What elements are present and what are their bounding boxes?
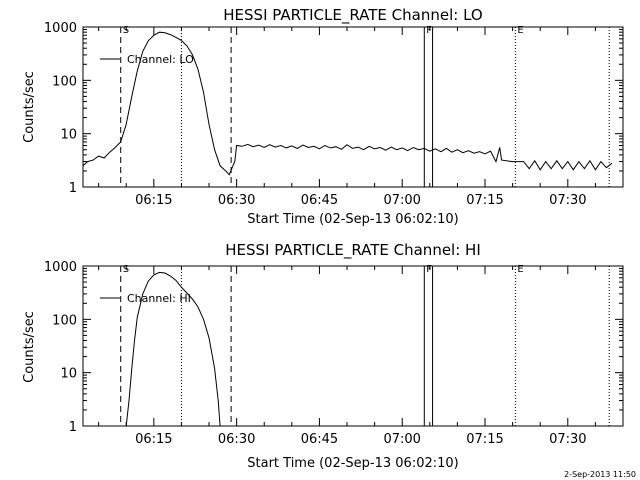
lo-legend-label: Channel: LO [127, 53, 194, 66]
lo-y-tick-label-0: 1 [69, 181, 77, 196]
hi-axis-ticks: 1 10 100 1000 06:15 06:30 06:45 07:00 07:15 07:30 [44, 260, 624, 447]
hi-plot-frame [82, 265, 624, 427]
lo-axis-ticks: 1 10 100 1000 06:15 06:30 06:45 07:00 07:15 07:30 [44, 21, 624, 208]
hi-y-tick-label-3: 1000 [44, 260, 77, 275]
hi-y-tick-label-2: 100 [52, 313, 77, 328]
lo-y-tick-label-2: 100 [52, 74, 77, 89]
hi-chart-title: HESSI PARTICLE_RATE Channel: HI [225, 241, 481, 260]
hi-x-tick-label-3: 07:00 [383, 432, 420, 447]
lo-x-axis-label: Start Time (02-Sep-13 06:02:10) [247, 212, 458, 227]
lo-x-tick-label-5: 07:30 [549, 193, 586, 208]
hi-marker-label-e: E [517, 264, 523, 275]
lo-y-tick-label-3: 1000 [44, 21, 77, 36]
lo-y-axis-label: Counts/sec [22, 71, 37, 143]
hi-y-tick-label-0: 1 [69, 420, 77, 435]
lo-series [82, 31, 613, 176]
hi-x-tick-label-2: 06:45 [301, 432, 338, 447]
hi-legend-label: Channel: HI [127, 292, 191, 305]
lo-series-line-0 [82, 31, 613, 176]
lo-y-tick-label-1: 10 [60, 128, 77, 143]
hi-marker-label-f: F [426, 264, 432, 275]
hi-series [125, 271, 221, 427]
lo-chart-title: HESSI PARTICLE_RATE Channel: LO [223, 6, 482, 25]
lo-marker-label-f: F [426, 25, 432, 36]
lo-marker-label-e: E [517, 25, 523, 36]
footer-timestamp: 2-Sep-2013 11:50 [564, 470, 636, 479]
hi-y-axis-label: Counts/sec [22, 311, 37, 383]
lo-x-tick-label-2: 06:45 [301, 193, 338, 208]
hi-event-markers: SFE [120, 264, 610, 426]
hi-y-tick-label-1: 10 [60, 367, 77, 382]
lo-x-tick-label-0: 06:15 [135, 193, 172, 208]
lo-x-tick-label-3: 07:00 [383, 193, 420, 208]
lo-x-tick-label-1: 06:30 [218, 193, 255, 208]
hi-x-axis-label: Start Time (02-Sep-13 06:02:10) [247, 456, 458, 471]
hi-x-tick-label-1: 06:30 [218, 432, 255, 447]
hi-x-tick-label-5: 07:30 [549, 432, 586, 447]
hi-x-tick-label-4: 07:15 [466, 432, 503, 447]
hi-channel-panel: HESSI PARTICLE_RATE Channel: HI Counts/s… [22, 241, 624, 471]
lo-x-tick-label-4: 07:15 [466, 193, 503, 208]
lo-channel-panel: HESSI PARTICLE_RATE Channel: LO Counts/s… [22, 6, 624, 227]
hi-x-tick-label-0: 06:15 [135, 432, 172, 447]
lo-plot-frame [82, 26, 624, 188]
hi-series-line-0 [125, 271, 221, 427]
